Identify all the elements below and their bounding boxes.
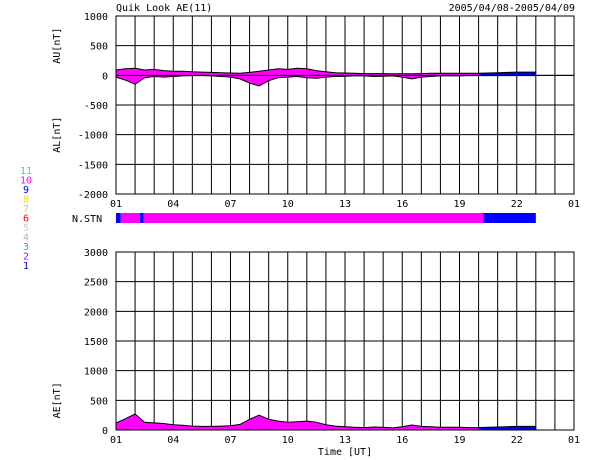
- au-al-xtick-label: 22: [511, 199, 523, 210]
- au-al-ytick-label: 500: [90, 42, 108, 53]
- ae-ytick-label: 2500: [84, 278, 108, 289]
- station-legend-item: 8: [23, 195, 29, 206]
- al-series-pre-line: [115, 75, 479, 87]
- station-legend-item: 6: [23, 214, 29, 225]
- au-al-xtick-label: 01: [110, 199, 122, 210]
- au-al-ytick-label: 1000: [84, 12, 108, 23]
- ae-series-pre-line: [115, 413, 479, 429]
- ae-xtick-label: 10: [282, 435, 294, 446]
- ae-xtick-label: 16: [396, 435, 408, 446]
- ae-xtick-label: 01: [568, 435, 580, 446]
- au-al-frame: [115, 15, 575, 195]
- station-count-bar: [116, 213, 536, 223]
- ae-ytick-label: 1500: [84, 337, 108, 348]
- station-legend-item: 5: [23, 223, 29, 234]
- station-legend-item: 9: [23, 185, 29, 196]
- ae-axis-label: AE[nT]: [52, 382, 63, 418]
- ae-ytick-label: 0: [102, 426, 108, 437]
- au-series-pre-fill: [116, 68, 479, 76]
- au-al-xtick-label: 16: [396, 199, 408, 210]
- station-legend-item: 1: [23, 261, 29, 272]
- ae-xtick-label: 22: [511, 435, 523, 446]
- ae-xtick-label: 19: [453, 435, 465, 446]
- station-legend-item: 4: [23, 233, 29, 244]
- x-axis-title: Time [UT]: [318, 447, 372, 458]
- station-legend-item: 3: [23, 242, 29, 253]
- ae-ytick-label: 2000: [84, 307, 108, 318]
- au-al-xtick-label: 10: [282, 199, 294, 210]
- au-al-xtick-label: 04: [167, 199, 179, 210]
- stn-segment: [483, 213, 536, 223]
- au-al-xtick-label: 07: [224, 199, 236, 210]
- station-legend-item: 10: [20, 176, 32, 187]
- au-al-xtick-label: 19: [453, 199, 465, 210]
- ae-xtick-label: 07: [224, 435, 236, 446]
- station-legend-item: 2: [23, 252, 29, 263]
- ae-xtick-label: 04: [167, 435, 179, 446]
- au-series-pre-line: [115, 67, 479, 75]
- station-legend-item: 7: [23, 204, 29, 215]
- au-al-ytick-label: -1000: [78, 131, 108, 142]
- au-series-post-line: [478, 71, 536, 74]
- ae-ytick-label: 500: [90, 396, 108, 407]
- au-al-xtick-label: 01: [568, 199, 580, 210]
- al-axis-label: AL[nT]: [52, 117, 63, 153]
- ae-ytick-label: 3000: [84, 248, 108, 259]
- ae-frame: [115, 251, 575, 431]
- figure-title: Quik Look AE(11): [116, 3, 212, 14]
- stn-segment: [143, 213, 484, 223]
- date-range: 2005/04/08-2005/04/09: [449, 3, 575, 14]
- ae-xtick-label: 13: [339, 435, 351, 446]
- au-al-ytick-label: -500: [84, 101, 108, 112]
- au-al-ytick-label: -1500: [78, 160, 108, 171]
- ae-series-post-line: [478, 425, 536, 429]
- stn-segment: [120, 213, 140, 223]
- station-legend-item: 11: [20, 166, 32, 177]
- ae-ytick-label: 1000: [84, 367, 108, 378]
- au-al-ytick-label: -2000: [78, 190, 108, 201]
- au-al-ytick-label: 0: [102, 71, 108, 82]
- ae-xtick-label: 01: [110, 435, 122, 446]
- au-axis-label: AU[nT]: [52, 28, 63, 64]
- stn-label: N.STN: [72, 214, 102, 225]
- stn-segment: [116, 213, 121, 223]
- stn-segment: [139, 213, 144, 223]
- au-al-xtick-label: 13: [339, 199, 351, 210]
